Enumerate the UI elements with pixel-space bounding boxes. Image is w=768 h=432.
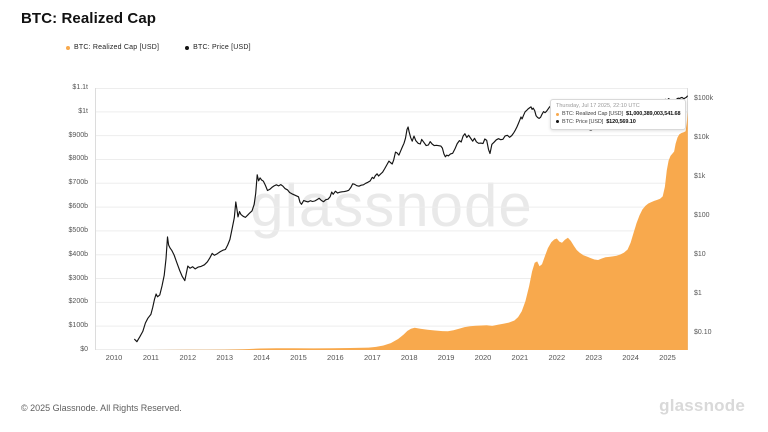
glassnode-wordmark: glassnode bbox=[659, 396, 745, 415]
axis-tick-label: 2012 bbox=[179, 353, 197, 362]
axis-tick-label: 2017 bbox=[363, 353, 381, 362]
axis-tick-label: $900b bbox=[68, 131, 88, 139]
axis-tick-label: $1.1t bbox=[72, 84, 88, 91]
tooltip-label-realized-cap: BTC: Realized Cap [USD] bbox=[562, 111, 623, 117]
axis-tick-label: 2010 bbox=[105, 353, 123, 362]
y-axis-right-labels: $0.10 $1 $10 $100 $1k $10k $100k bbox=[694, 88, 739, 350]
axis-tick-label: 2023 bbox=[585, 353, 603, 362]
axis-tick-label: 2024 bbox=[622, 353, 639, 362]
axis-tick-label: $600b bbox=[68, 203, 88, 211]
tooltip-value-realized-cap: $1,000,389,003,541.68 bbox=[625, 111, 681, 117]
axis-tick-label: $800b bbox=[68, 155, 88, 163]
page-title: BTC: Realized Cap bbox=[21, 10, 157, 27]
axis-tick-label: 2016 bbox=[327, 353, 344, 362]
axis-tick-label: $500b bbox=[68, 226, 88, 234]
axis-tick-label: 2025 bbox=[659, 353, 676, 362]
legend-label-price: BTC: Price [USD] bbox=[193, 44, 251, 51]
axis-tick-label: $10 bbox=[694, 251, 706, 258]
axis-tick-label: $10k bbox=[694, 134, 710, 141]
x-axis-labels: 2010 2011 2012 2013 2014 2015 2016 2017 2018 2019… bbox=[95, 353, 688, 365]
legend-swatch-black bbox=[185, 45, 190, 50]
legend-swatch-orange bbox=[66, 45, 70, 50]
legend-item-realized-cap[interactable]: BTC: Realized Cap [USD] bbox=[66, 44, 159, 51]
axis-tick-label: $300b bbox=[68, 274, 88, 282]
tooltip-swatch-orange bbox=[556, 112, 559, 116]
axis-tick-label: $1 bbox=[694, 290, 702, 297]
tooltip-date: Thursday, Jul 17 2025, 22:10 UTC bbox=[556, 103, 640, 109]
axis-tick-label: $100 bbox=[694, 212, 710, 219]
tooltip-row-price: BTC: Price [USD] $120,569.10 bbox=[556, 119, 680, 125]
tooltip-label-price: BTC: Price [USD] bbox=[562, 118, 604, 125]
tooltip-swatch-black bbox=[556, 120, 559, 123]
axis-tick-label: $700b bbox=[68, 179, 88, 187]
axis-tick-label: $400b bbox=[68, 250, 88, 258]
axis-tick-label: 2022 bbox=[548, 353, 566, 362]
axis-tick-label: $100k bbox=[694, 95, 714, 102]
axis-tick-label: 2018 bbox=[400, 353, 418, 362]
realized-cap-area bbox=[132, 111, 688, 350]
legend-item-price[interactable]: BTC: Price [USD] bbox=[185, 44, 251, 51]
axis-tick-label: $0.10 bbox=[694, 329, 712, 336]
axis-tick-label: $100b bbox=[68, 322, 88, 330]
axis-tick-label: 2013 bbox=[216, 353, 234, 362]
tooltip-row-realized-cap: BTC: Realized Cap [USD] $1,000,389,003,5… bbox=[556, 111, 681, 117]
chart-legend: BTC: Realized Cap [USD] BTC: Price [USD] bbox=[66, 44, 251, 51]
axis-tick-label: $200b bbox=[68, 298, 88, 306]
axis-tick-label: $0 bbox=[80, 346, 88, 353]
axis-tick-label: 2020 bbox=[474, 353, 492, 362]
axis-tick-label: 2019 bbox=[437, 353, 455, 362]
axis-tick-label: 2014 bbox=[253, 353, 270, 362]
axis-tick-label: 2011 bbox=[142, 353, 159, 362]
chart-tooltip: Thursday, Jul 17 2025, 22:10 UTC BTC: Re… bbox=[550, 99, 687, 130]
axis-tick-label: $1t bbox=[78, 107, 88, 115]
axis-tick-label: $1k bbox=[694, 173, 706, 180]
y-axis-left-labels: $0 $100b $200b $300b $400b $500b $600b $700b $80… bbox=[28, 84, 88, 353]
axis-tick-label: 2015 bbox=[290, 353, 307, 362]
axis-tick-label: 2021 bbox=[511, 353, 529, 362]
legend-label-realized-cap: BTC: Realized Cap [USD] bbox=[74, 44, 160, 51]
copyright-text: © 2025 Glassnode. All Rights Reserved. bbox=[21, 403, 182, 413]
tooltip-value-price: $120,569.10 bbox=[606, 118, 636, 125]
